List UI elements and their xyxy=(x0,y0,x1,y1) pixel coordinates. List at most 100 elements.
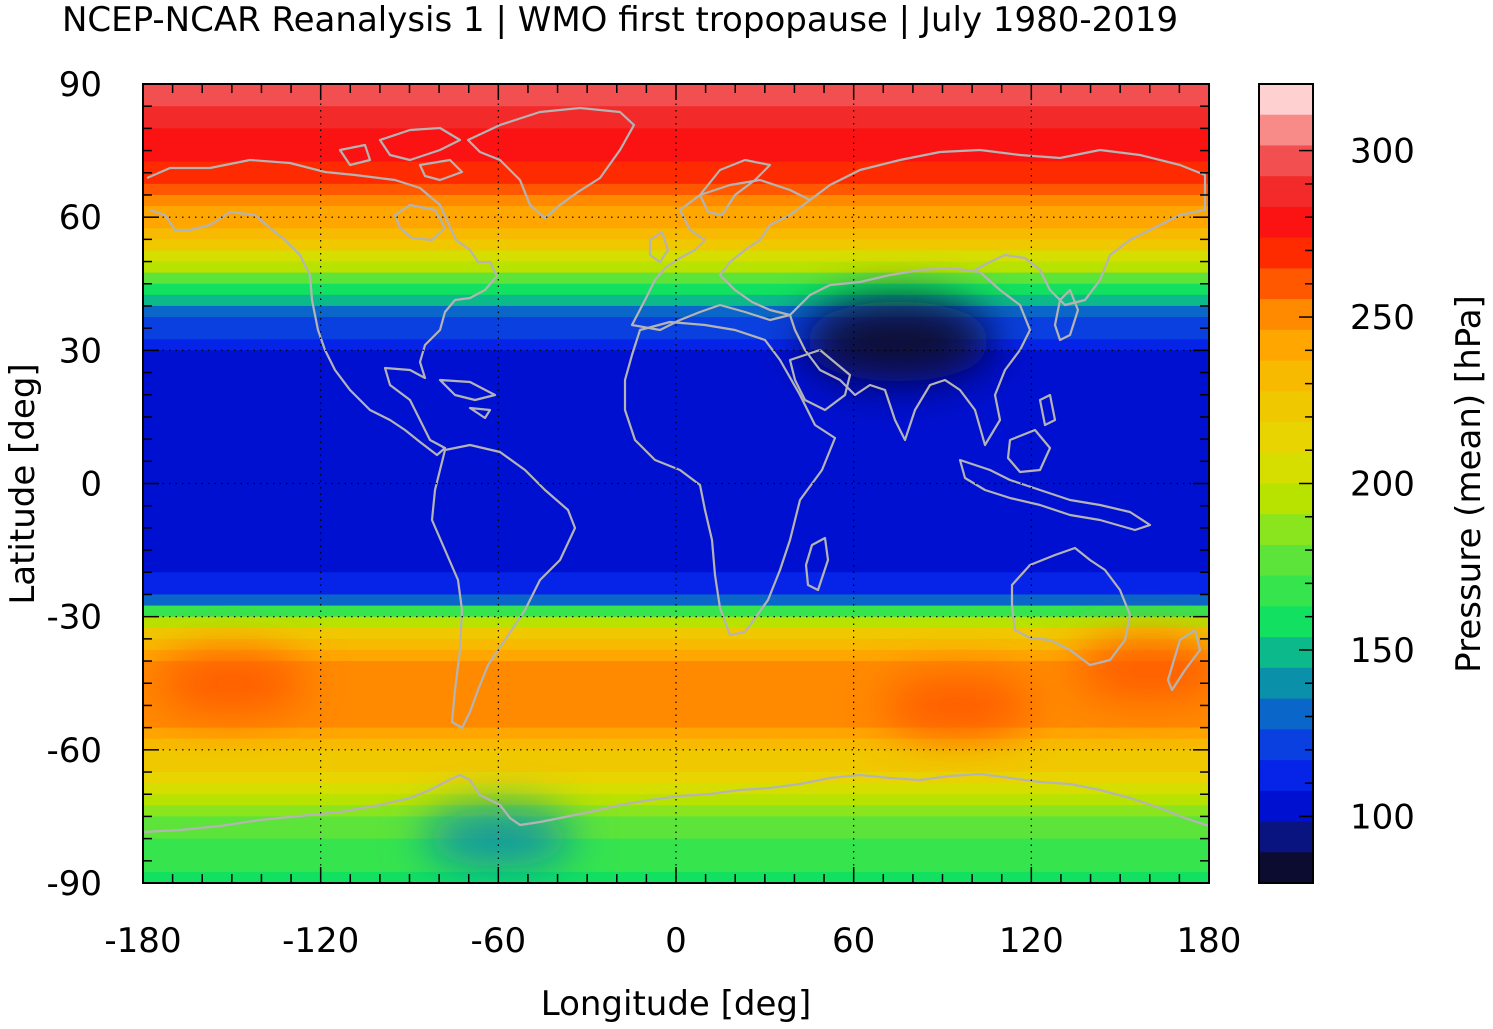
colorbar-block xyxy=(1259,790,1313,823)
field-band xyxy=(143,194,1209,207)
field-band xyxy=(143,561,1209,573)
y-tick-label: 60 xyxy=(59,198,102,238)
coastline-japan xyxy=(1053,288,1080,342)
colorbar-tick-label: 200 xyxy=(1350,465,1415,505)
coastline-north-america xyxy=(146,158,499,457)
grid-lines xyxy=(143,84,1209,883)
chart-title: NCEP-NCAR Reanalysis 1 | WMO first tropo… xyxy=(62,0,1178,40)
colorbar-block xyxy=(1259,391,1313,423)
coastline-british-isles xyxy=(648,230,670,264)
coastline-scandinavia xyxy=(698,158,772,217)
colorbar-block xyxy=(1259,329,1313,362)
colorbar-ticks xyxy=(1299,149,1313,818)
field-band xyxy=(143,649,1209,662)
colorbar-block xyxy=(1259,544,1313,577)
field-band xyxy=(143,727,1209,740)
field-feature xyxy=(803,301,994,382)
colorbar-block xyxy=(1259,606,1313,638)
field-feature xyxy=(1074,641,1209,698)
field-band xyxy=(143,694,1209,707)
field-band xyxy=(143,405,1209,418)
axis-ticks xyxy=(142,83,1210,884)
field-band xyxy=(143,272,1209,285)
field-band xyxy=(143,550,1209,562)
colorbar-block xyxy=(1259,760,1313,792)
field-band xyxy=(143,161,1209,174)
field-band xyxy=(143,816,1209,829)
field-band xyxy=(143,783,1209,795)
coastline-caribbean xyxy=(438,378,497,420)
coastline-europe xyxy=(630,178,812,332)
field-band xyxy=(143,139,1209,152)
coastline-hudson-bay xyxy=(393,203,447,242)
field-band xyxy=(143,250,1209,263)
field-band xyxy=(143,372,1209,385)
colorbar-block xyxy=(1259,452,1313,485)
colorbar-block xyxy=(1259,637,1313,669)
coastline-borneo-philippines xyxy=(1006,393,1057,474)
coastline-south-america xyxy=(430,443,577,730)
y-tick-label: 30 xyxy=(59,331,102,371)
colorbar-block xyxy=(1259,360,1313,392)
field-band xyxy=(143,461,1209,474)
field-band xyxy=(143,283,1209,296)
x-tick-label: 180 xyxy=(1177,921,1242,961)
field-band xyxy=(143,239,1209,252)
field-band xyxy=(143,583,1209,596)
x-tick-label: 60 xyxy=(832,921,875,961)
colorbar-block xyxy=(1259,268,1313,300)
field-band xyxy=(143,672,1209,684)
colorbar-block xyxy=(1259,483,1313,515)
field-band xyxy=(143,749,1209,762)
x-tick-labels: -180 -120 -60 0 60 120 180 xyxy=(104,921,1241,961)
field-band xyxy=(143,616,1209,629)
colorbar-block xyxy=(1259,84,1313,116)
coastline-madagascar xyxy=(804,536,830,592)
field-band xyxy=(143,638,1209,651)
y-tick-label: -30 xyxy=(46,598,102,638)
colorbar-tick-label: 100 xyxy=(1350,797,1415,837)
colorbar-block xyxy=(1259,176,1313,208)
field-band xyxy=(143,805,1209,818)
field-feature xyxy=(156,655,307,712)
field-band xyxy=(143,183,1209,196)
colorbar-tick-label: 300 xyxy=(1350,132,1415,172)
field-band xyxy=(143,294,1209,307)
coastline-arabia xyxy=(788,348,852,412)
field-band xyxy=(143,328,1209,340)
coastline-greenland xyxy=(466,106,636,220)
field-band xyxy=(143,738,1209,751)
colorbar-blocks xyxy=(1259,84,1313,884)
colorbar-label: Pressure (mean) [hPa] xyxy=(1449,295,1489,673)
field-band xyxy=(143,705,1209,718)
colorbar-tick-label: 150 xyxy=(1350,631,1415,671)
colorbar-block xyxy=(1259,667,1313,700)
x-axis-label: Longitude [deg] xyxy=(541,984,812,1024)
field-band xyxy=(143,95,1209,107)
colorbar-block xyxy=(1259,514,1313,546)
coastline-africa xyxy=(623,320,837,637)
field-band xyxy=(143,594,1209,607)
x-tick-label: 0 xyxy=(665,921,687,961)
y-tick-labels: 90 60 30 0 -30 -60 -90 xyxy=(46,65,102,904)
field-band xyxy=(143,106,1209,118)
coastline-antarctica xyxy=(143,772,1209,834)
x-tick-label: -60 xyxy=(471,921,527,961)
field-band xyxy=(143,383,1209,396)
colorbar-block xyxy=(1259,729,1313,761)
field-band xyxy=(143,827,1209,840)
colorbar-block xyxy=(1259,299,1313,331)
field-band xyxy=(143,661,1209,673)
colorbar-block xyxy=(1259,237,1313,269)
field-band xyxy=(143,505,1209,518)
field-band xyxy=(143,516,1209,529)
field-band xyxy=(143,217,1209,229)
coastlines xyxy=(143,106,1209,834)
coastline-arctic-islands xyxy=(338,126,464,182)
field-band xyxy=(143,206,1209,218)
colorbar-tick-label: 250 xyxy=(1350,298,1415,338)
plot-frame xyxy=(142,83,1210,884)
field-band xyxy=(143,838,1209,851)
field-band xyxy=(143,128,1209,141)
colorbar-block xyxy=(1259,575,1313,608)
